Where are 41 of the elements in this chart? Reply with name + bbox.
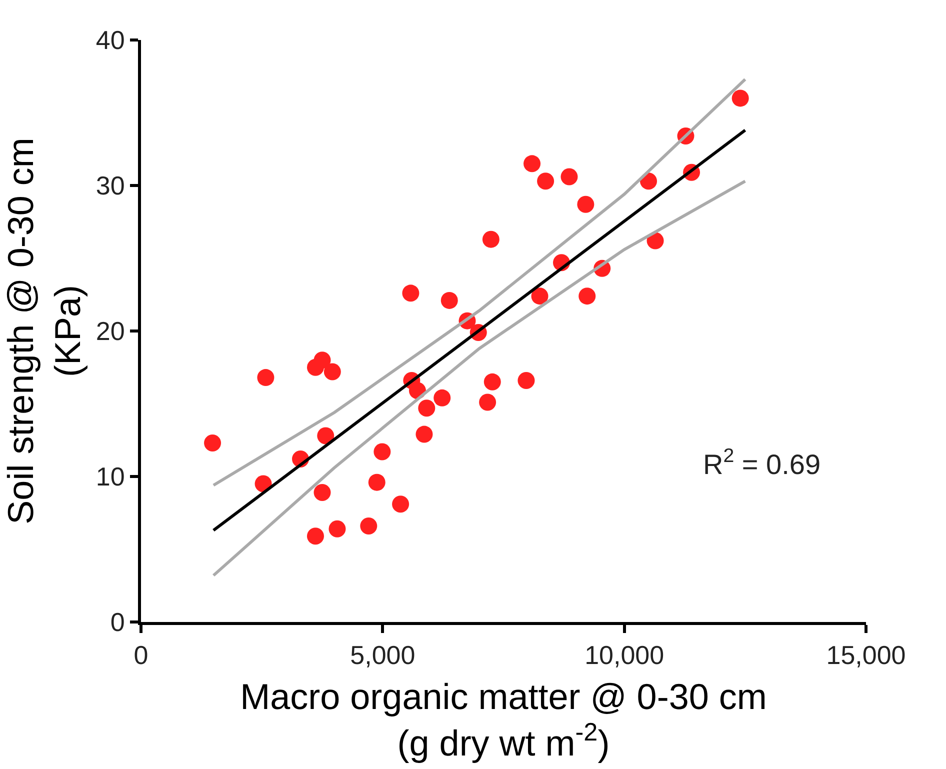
y-tick-label: 0 [110,607,125,638]
point [578,288,596,305]
point [440,292,458,309]
point [479,394,496,411]
point [577,196,594,213]
y-tick-label: 10 [96,462,125,492]
annotation: R$^{2}$ = 0.69 [703,445,821,480]
y-axis-title: Soil strength @ 0-30 cm (KPa) [0,138,88,524]
x-axis-title: Macro organic matter @ 0-30 cm (g dry wt m$^{-2}$) [240,676,767,764]
x-tick-label: 0 [134,640,148,670]
x-tick-label: 15,000 [826,640,906,670]
point [402,284,420,302]
point [360,517,378,534]
point [314,484,331,501]
point [418,400,436,417]
point [314,352,331,369]
point [306,528,324,545]
point [524,155,541,172]
point [531,288,548,305]
point [560,168,578,186]
point [317,427,334,444]
point [324,363,341,380]
point [257,369,274,386]
y-tick-label: 20 [96,316,125,346]
point [646,232,664,250]
point [204,434,222,452]
point [328,520,346,538]
x-tick-label: 5,000 [350,640,416,670]
y-tick-label: 40 [96,25,125,56]
x-tick-label: 10,000 [584,640,664,670]
point [732,90,749,107]
point [537,172,554,190]
point [434,389,451,406]
point [518,372,535,389]
point [392,496,410,513]
point [368,474,386,491]
point [482,230,500,248]
y-tick-label: 30 [96,170,125,201]
point [374,443,391,460]
point [416,426,433,443]
point [484,373,501,390]
